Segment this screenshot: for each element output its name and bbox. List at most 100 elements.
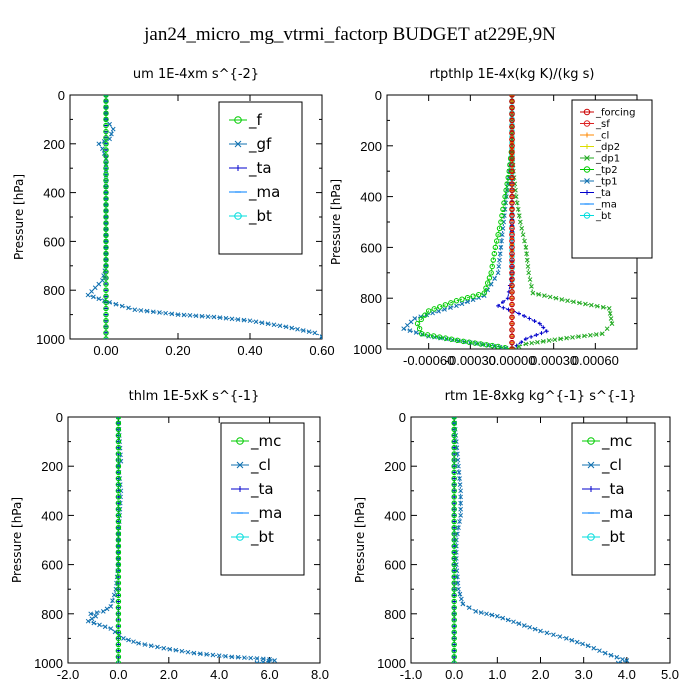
series-point bbox=[454, 337, 461, 343]
legend-marker bbox=[583, 212, 591, 219]
series-point bbox=[115, 518, 122, 525]
legend-box bbox=[220, 422, 305, 576]
series-point bbox=[115, 580, 122, 586]
series-point bbox=[103, 220, 109, 226]
legend-label: _sf bbox=[595, 119, 610, 130]
series-point bbox=[509, 320, 515, 327]
series-point bbox=[193, 313, 199, 319]
series-point bbox=[501, 200, 507, 206]
series-point bbox=[103, 208, 109, 214]
series-point bbox=[436, 308, 441, 314]
x-tick-label: 2.0 bbox=[531, 667, 549, 682]
series-point bbox=[544, 630, 550, 636]
series-point bbox=[489, 342, 496, 349]
figure-title: jan24_micro_mg_vtrmi_factorp BUDGET at22… bbox=[143, 24, 556, 45]
series-point bbox=[457, 482, 463, 488]
series-point bbox=[448, 336, 455, 342]
series-point bbox=[509, 333, 515, 339]
series-point bbox=[289, 325, 295, 331]
legend-label: _mc bbox=[601, 432, 632, 451]
series-point bbox=[103, 336, 109, 339]
y-tick-label: 0 bbox=[375, 88, 382, 103]
y-tick-label: 600 bbox=[360, 240, 382, 255]
series-point bbox=[103, 189, 109, 196]
series-point bbox=[93, 613, 99, 619]
panel-title: um 1E-4xm s^{-2} bbox=[133, 67, 259, 82]
series-point bbox=[500, 206, 506, 213]
series-point bbox=[437, 304, 443, 310]
legend-marker bbox=[234, 212, 242, 220]
legend-label: _bt bbox=[250, 528, 274, 547]
series-point bbox=[442, 307, 447, 312]
legend-label: _dp1 bbox=[595, 154, 620, 165]
series-point bbox=[185, 649, 191, 655]
series-point bbox=[542, 293, 547, 299]
y-tick-label: 800 bbox=[384, 607, 406, 622]
series-point bbox=[277, 323, 283, 329]
series-point bbox=[102, 624, 108, 630]
y-tick-label: 800 bbox=[41, 607, 63, 622]
series-point bbox=[187, 313, 193, 318]
series-point bbox=[516, 311, 521, 316]
series-point bbox=[103, 263, 109, 269]
series-point bbox=[536, 292, 541, 297]
series-point bbox=[103, 159, 109, 165]
series-point bbox=[115, 500, 122, 506]
legend-label: _ta bbox=[601, 480, 625, 499]
series-point bbox=[436, 334, 443, 340]
series-point bbox=[509, 244, 515, 251]
series-point bbox=[115, 537, 122, 543]
series-point bbox=[547, 294, 553, 300]
series-point bbox=[148, 643, 154, 649]
y-axis-label: Pressure [hPa] bbox=[12, 174, 26, 260]
series-point bbox=[103, 177, 109, 184]
series-point bbox=[509, 98, 515, 105]
series-point bbox=[103, 116, 109, 123]
series-point bbox=[430, 310, 435, 316]
series-point bbox=[103, 287, 109, 293]
series-point bbox=[451, 592, 457, 599]
series-point bbox=[115, 432, 122, 439]
y-tick-label: 200 bbox=[360, 139, 382, 154]
series-point bbox=[103, 98, 109, 104]
series-point bbox=[509, 206, 515, 213]
series-point bbox=[229, 654, 235, 660]
series-point bbox=[530, 290, 536, 296]
series-point bbox=[539, 331, 544, 336]
series-point bbox=[115, 592, 122, 599]
y-tick-label: 400 bbox=[41, 508, 63, 523]
x-tick-label: 6.0 bbox=[261, 667, 279, 682]
series-point bbox=[205, 314, 211, 319]
series-point bbox=[457, 476, 462, 481]
legend-marker bbox=[584, 155, 590, 161]
series-point bbox=[588, 332, 593, 338]
series-point bbox=[451, 525, 457, 531]
series-point bbox=[576, 334, 581, 340]
legend-marker bbox=[584, 190, 590, 195]
series-point bbox=[509, 251, 515, 257]
series-point bbox=[422, 312, 428, 318]
series-point bbox=[527, 624, 533, 630]
series-point bbox=[113, 301, 119, 307]
series-point bbox=[115, 531, 122, 537]
series-point bbox=[509, 136, 515, 143]
series-point bbox=[481, 290, 487, 296]
series-point bbox=[527, 277, 533, 282]
series-point bbox=[109, 131, 114, 137]
series-point bbox=[451, 481, 457, 488]
series-point bbox=[559, 297, 565, 302]
series-point bbox=[451, 451, 457, 457]
series-point bbox=[496, 303, 501, 308]
x-tick-label: -2.0 bbox=[57, 667, 79, 682]
series-point bbox=[453, 433, 459, 438]
series-group bbox=[85, 95, 322, 339]
legend-marker bbox=[587, 437, 595, 445]
series-point bbox=[498, 219, 504, 225]
y-tick-label: 0 bbox=[399, 410, 406, 425]
series-point bbox=[509, 162, 515, 168]
series-point bbox=[448, 305, 453, 310]
series-point bbox=[538, 628, 543, 634]
series-point bbox=[509, 314, 515, 320]
series-point bbox=[103, 128, 109, 135]
legend-label: _cl bbox=[601, 456, 622, 475]
